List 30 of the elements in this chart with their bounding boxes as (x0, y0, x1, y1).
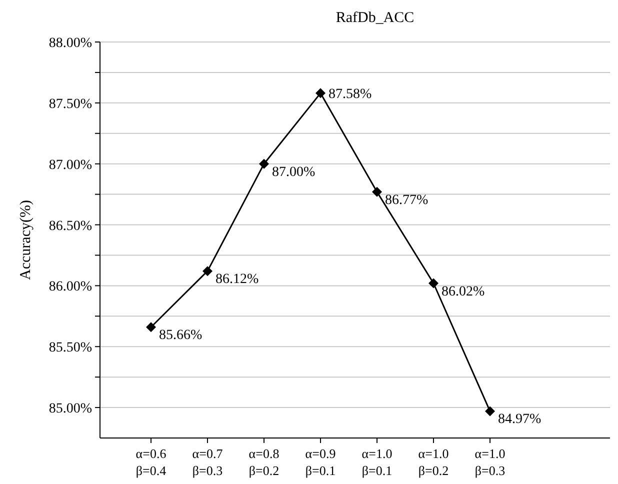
data-label: 84.97% (498, 412, 542, 428)
y-tick-label: 86.00% (48, 280, 92, 295)
data-label: 87.58% (328, 87, 372, 102)
point (485, 406, 495, 416)
y-tick-label: 85.00% (48, 402, 92, 417)
data-label: 87.00% (272, 164, 316, 180)
x-tick-label: α=1.0 β=0.3 (474, 446, 506, 478)
point (146, 322, 156, 332)
y-tick-label: 87.50% (48, 96, 92, 112)
x-tick-label: α=0.9 β=0.1 (305, 446, 336, 478)
point (372, 186, 382, 197)
x-tick-label: α=1.0 β=0.1 (362, 446, 392, 478)
point (202, 266, 212, 276)
data-label: 86.02% (442, 284, 485, 300)
data-label: 85.66% (159, 328, 202, 344)
x-tick-label: α=0.8 β=0.2 (248, 446, 280, 478)
point (316, 88, 326, 98)
point (259, 158, 269, 169)
data-label: 86.12% (216, 272, 259, 288)
point (428, 278, 438, 288)
x-tick-label: α=0.6 β=0.4 (136, 446, 167, 478)
data-label: 86.77% (385, 192, 428, 208)
y-tick-label: 88.00% (48, 36, 92, 51)
x-tick-label: α=1.0 β=0.2 (418, 446, 449, 478)
chart-title: RafDb_ACC (336, 10, 414, 26)
y-tick-label: 86.50% (48, 218, 92, 234)
x-tick-label: α=0.7 β=0.3 (192, 446, 224, 478)
y-tick-label: 87.00% (48, 158, 92, 173)
y-axis-title: Accuracy(%) (18, 200, 34, 280)
y-tick-label: 85.50% (48, 340, 92, 356)
